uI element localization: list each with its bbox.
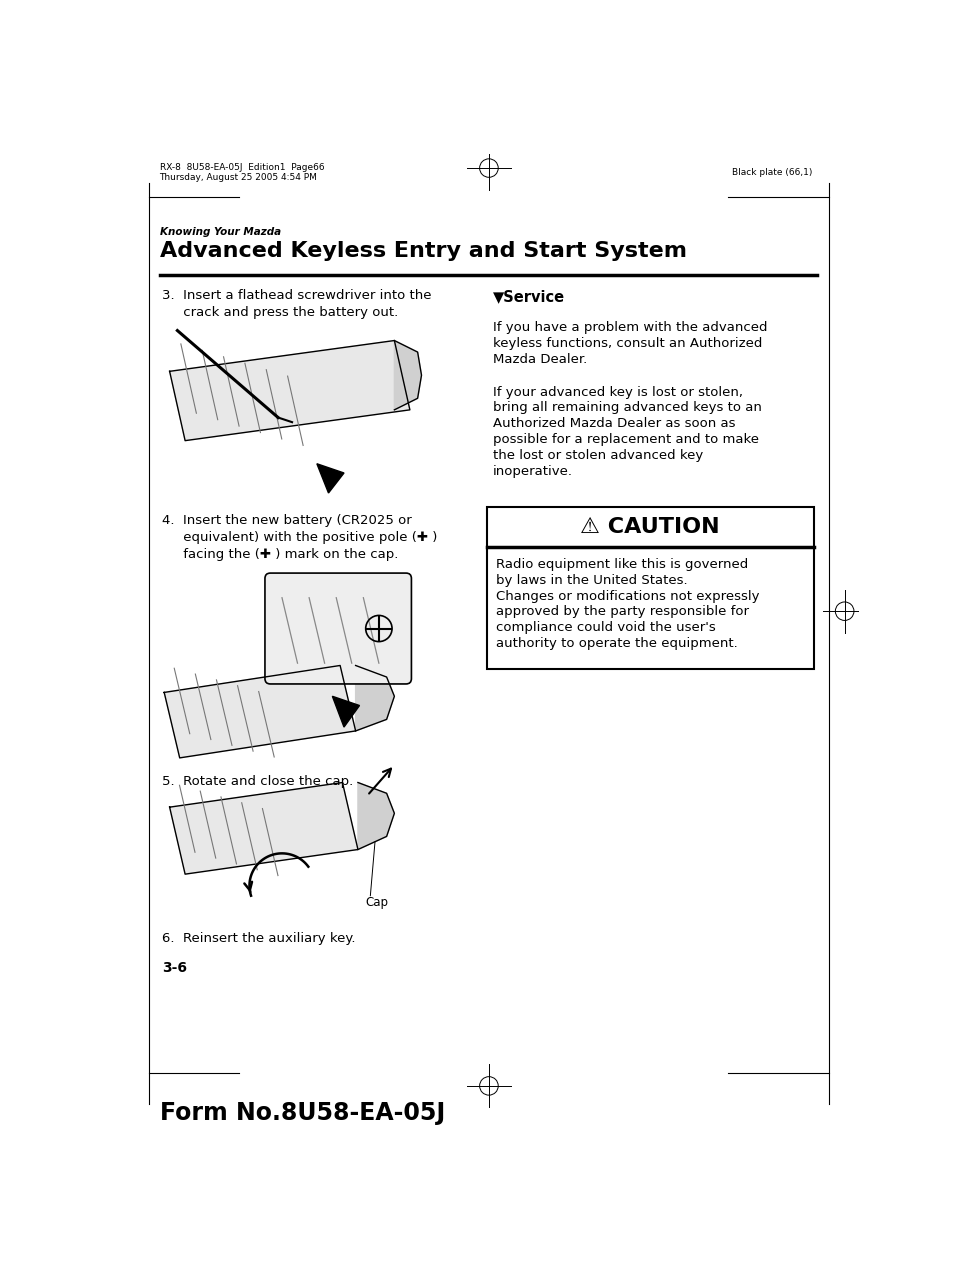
Text: inoperative.: inoperative. [493,464,572,478]
Text: RX-8  8U58-EA-05J  Edition1  Page66: RX-8 8U58-EA-05J Edition1 Page66 [159,163,324,172]
Text: 6.  Reinsert the auxiliary key.: 6. Reinsert the auxiliary key. [162,932,355,944]
Polygon shape [355,666,394,731]
Text: Black plate (66,1): Black plate (66,1) [732,168,812,177]
Text: keyless functions, consult an Authorized: keyless functions, consult an Authorized [493,337,761,350]
Polygon shape [332,696,359,727]
Text: the lost or stolen advanced key: the lost or stolen advanced key [493,448,702,461]
Text: bring all remaining advanced keys to an: bring all remaining advanced keys to an [493,401,760,414]
FancyBboxPatch shape [265,573,411,684]
Text: 4.  Insert the new battery (CR2025 or: 4. Insert the new battery (CR2025 or [162,514,411,527]
Polygon shape [394,341,421,410]
Bar [486,508,813,669]
Text: Advanced Keyless Entry and Start System: Advanced Keyless Entry and Start System [159,242,686,261]
Text: Thursday, August 25 2005 4:54 PM: Thursday, August 25 2005 4:54 PM [159,173,317,182]
Text: ⚠ CAUTION: ⚠ CAUTION [579,518,720,537]
Text: Form No.8U58-EA-05J: Form No.8U58-EA-05J [159,1101,444,1126]
Text: facing the (✚ ) mark on the cap.: facing the (✚ ) mark on the cap. [162,547,397,560]
Text: 3.  Insert a flathead screwdriver into the: 3. Insert a flathead screwdriver into th… [162,289,431,302]
Text: crack and press the battery out.: crack and press the battery out. [162,306,397,319]
Text: If you have a problem with the advanced: If you have a problem with the advanced [493,321,766,334]
Text: 5.  Rotate and close the cap.: 5. Rotate and close the cap. [162,775,353,788]
Text: compliance could void the user's: compliance could void the user's [496,621,715,635]
Text: Cap: Cap [365,896,388,908]
Text: Authorized Mazda Dealer as soon as: Authorized Mazda Dealer as soon as [493,418,735,430]
Text: possible for a replacement and to make: possible for a replacement and to make [493,433,758,446]
Text: approved by the party responsible for: approved by the party responsible for [496,605,748,618]
Polygon shape [170,341,410,441]
Text: by laws in the United States.: by laws in the United States. [496,574,687,587]
Polygon shape [170,783,357,874]
Text: Mazda Dealer.: Mazda Dealer. [493,353,586,366]
Text: Knowing Your Mazda: Knowing Your Mazda [159,227,280,238]
Polygon shape [357,783,394,849]
Polygon shape [316,464,344,493]
Text: ▼Service: ▼Service [493,289,564,305]
Text: authority to operate the equipment.: authority to operate the equipment. [496,637,737,650]
Text: If your advanced key is lost or stolen,: If your advanced key is lost or stolen, [493,386,742,398]
Text: 3-6: 3-6 [162,961,187,975]
Polygon shape [164,666,355,758]
Text: Radio equipment like this is governed: Radio equipment like this is governed [496,558,747,571]
Text: equivalent) with the positive pole (✚ ): equivalent) with the positive pole (✚ ) [162,531,436,544]
Text: Changes or modifications not expressly: Changes or modifications not expressly [496,590,759,603]
